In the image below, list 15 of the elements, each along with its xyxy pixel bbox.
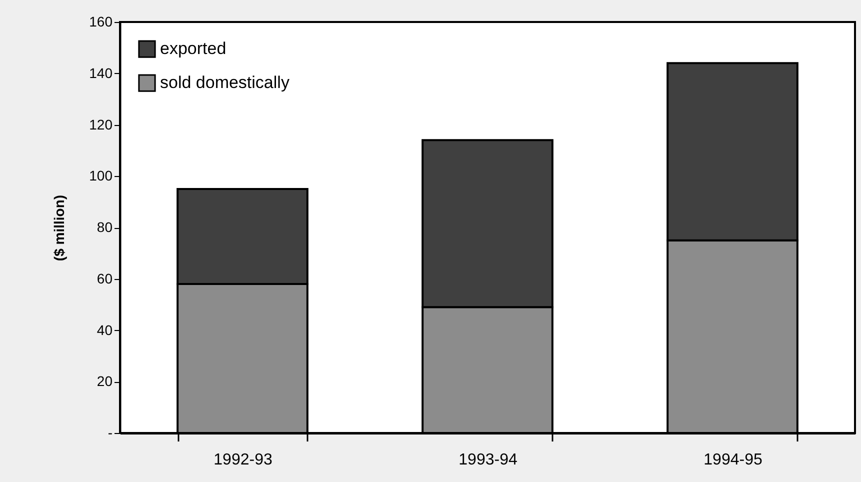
- y-tick-label: 160: [89, 14, 113, 30]
- y-tick-label: 20: [96, 373, 113, 390]
- x-tick-label: 1994-95: [704, 452, 762, 468]
- legend-label: sold domestically: [160, 73, 290, 92]
- y-tick-label: 100: [89, 168, 113, 184]
- x-tick-label: 1993-94: [458, 452, 518, 468]
- y-tick-label: 60: [96, 270, 113, 286]
- y-tick-label: 40: [96, 322, 113, 338]
- legend-label: exported: [160, 39, 226, 58]
- y-axis-title: ($ million): [51, 194, 68, 262]
- y-tick-label: 120: [89, 116, 113, 132]
- y-tick-label: 80: [96, 219, 113, 235]
- y-tick-label: 140: [89, 64, 113, 81]
- x-tick-label: 1992-93: [214, 452, 272, 468]
- y-tick-label: -: [108, 424, 113, 440]
